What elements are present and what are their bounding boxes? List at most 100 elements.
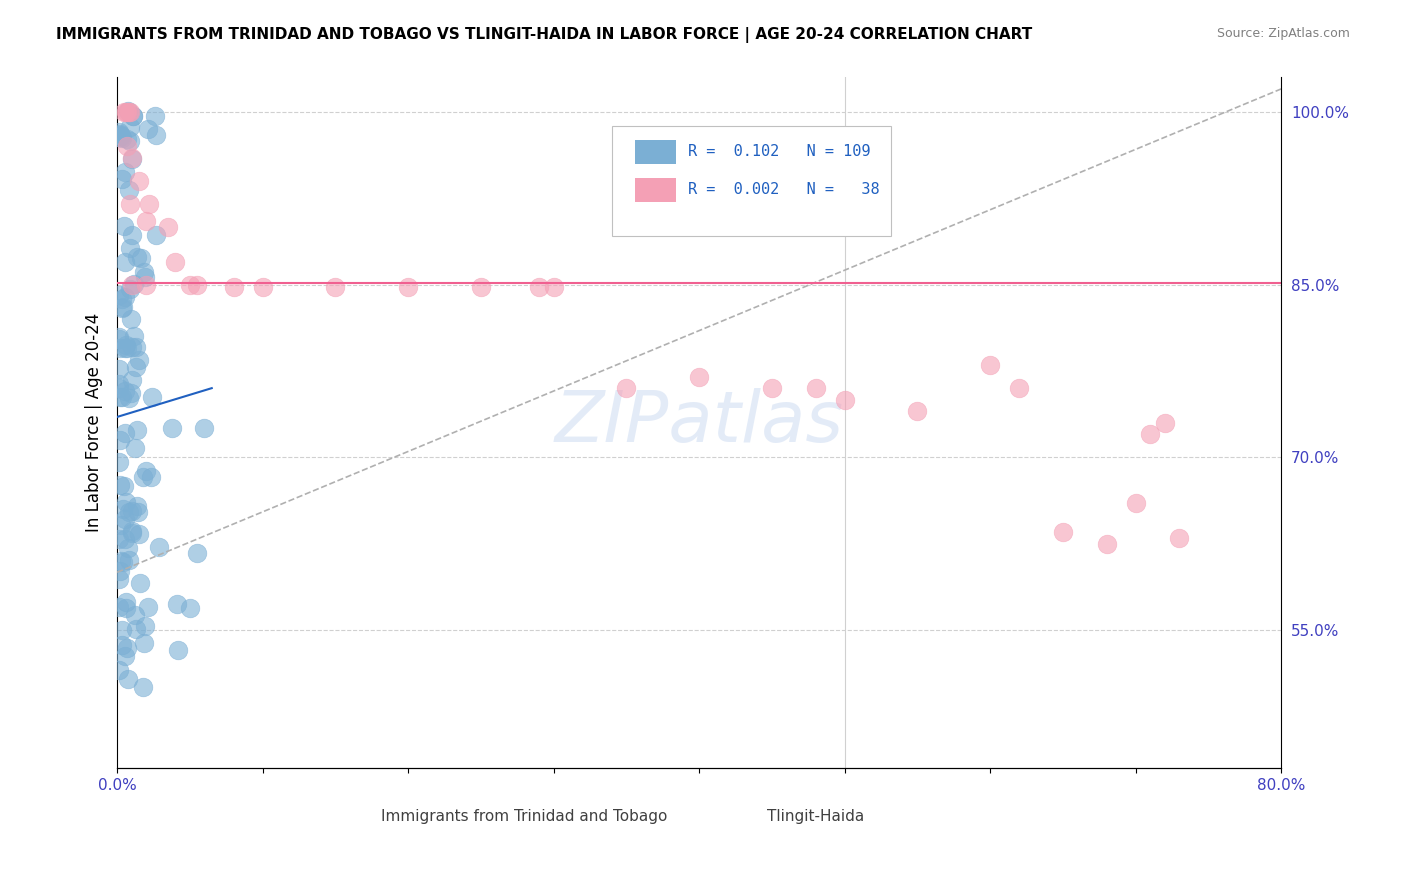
Text: Tlingit-Haida: Tlingit-Haida [766,809,865,823]
Point [111,301,134,315]
Point [120,311,142,326]
Point [114,648,136,663]
Point [165,254,187,268]
Point [121,277,143,292]
Point [115,341,138,355]
Point [124,441,146,455]
Point [120,105,142,120]
Point [186,546,208,560]
Point [117,541,139,555]
Point [107,377,129,392]
Point [134,270,156,285]
Point [128,576,150,591]
Point [114,255,136,269]
Point [108,128,131,142]
Point [166,597,188,611]
Point [107,663,129,677]
Point [107,455,129,469]
Point [179,277,201,292]
Point [1168,531,1191,545]
Point [115,495,138,509]
Point [688,369,710,384]
Point [167,643,190,657]
Point [111,292,134,306]
Point [132,469,155,483]
Point [125,424,148,438]
Point [111,501,134,516]
Point [325,280,347,294]
Text: ZIPatlas: ZIPatlas [554,388,844,458]
Point [114,341,136,355]
Point [616,381,638,395]
Point [108,564,131,578]
Point [179,600,201,615]
Point [121,525,143,540]
Point [107,362,129,376]
Point [127,505,149,519]
Point [107,125,129,139]
Point [1153,416,1175,430]
Point [117,139,139,153]
Point [148,540,170,554]
Point [1052,524,1074,539]
Point [121,228,143,243]
Point [110,554,132,568]
Text: IMMIGRANTS FROM TRINIDAD AND TOBAGO VS TLINGIT-HAIDA IN LABOR FORCE | AGE 20-24 : IMMIGRANTS FROM TRINIDAD AND TOBAGO VS T… [56,27,1032,43]
Bar [636,139,676,164]
Point [110,301,132,316]
Text: Immigrants from Trinidad and Tobago: Immigrants from Trinidad and Tobago [381,809,668,823]
Point [136,122,159,136]
Point [111,171,134,186]
Point [135,277,157,292]
Point [118,553,141,567]
Point [107,288,129,302]
Point [470,280,492,294]
Point [193,420,215,434]
Point [122,328,145,343]
Point [252,280,274,294]
Point [834,392,856,407]
Bar [385,805,413,827]
Point [118,183,141,197]
Point [129,251,152,265]
Point [111,390,134,404]
Point [543,280,565,294]
Point [121,504,143,518]
Text: R =  0.002   N =   38: R = 0.002 N = 38 [688,182,879,197]
Point [804,381,827,395]
Text: Source: ZipAtlas.com: Source: ZipAtlas.com [1216,27,1350,40]
Point [139,470,162,484]
Point [115,105,138,120]
Point [1125,496,1147,510]
Point [396,280,419,294]
Y-axis label: In Labor Force | Age 20-24: In Labor Force | Age 20-24 [86,313,103,533]
Point [122,277,145,292]
Point [761,381,783,395]
Point [120,385,142,400]
Point [108,341,131,355]
Point [110,130,132,145]
Point [125,340,148,354]
Bar [723,805,752,827]
Point [134,636,156,650]
Point [114,511,136,525]
Point [1095,536,1118,550]
Point [112,219,135,233]
Point [114,105,136,120]
Point [107,572,129,586]
Point [108,390,131,404]
Point [120,197,142,211]
Point [132,680,155,694]
Point [122,109,145,123]
Point [118,241,141,255]
Point [114,165,136,179]
Point [118,120,141,135]
Point [118,505,141,519]
Point [138,197,160,211]
Point [527,280,550,294]
Point [115,132,138,146]
Point [118,134,141,148]
Point [121,340,143,354]
Point [162,421,184,435]
Point [141,390,163,404]
